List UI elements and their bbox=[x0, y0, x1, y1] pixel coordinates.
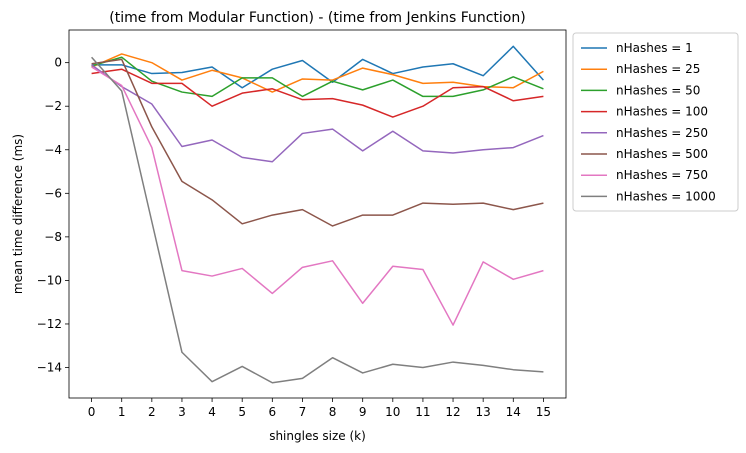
y-tick-label: −12 bbox=[37, 317, 62, 331]
x-tick-label: 11 bbox=[415, 405, 430, 419]
legend-box bbox=[572, 32, 739, 212]
x-tick-label: 1 bbox=[118, 405, 126, 419]
x-tick-label: 9 bbox=[359, 405, 367, 419]
legend: nHashes = 1 nHashes = 25 nHashes = 50 nHash… bbox=[572, 32, 739, 212]
chart-title: (time from Modular Function) - (time fro… bbox=[109, 10, 525, 26]
series-lines bbox=[91, 45, 544, 384]
y-tick-label: 0 bbox=[54, 56, 62, 70]
series-line-4 bbox=[91, 68, 544, 118]
legend-entry-label: nHashes = 500 bbox=[616, 147, 708, 161]
y-tick-label: −10 bbox=[37, 273, 62, 287]
legend-entry-label: nHashes = 50 bbox=[616, 83, 700, 97]
series-line-1 bbox=[91, 45, 544, 89]
x-tick-label: 13 bbox=[476, 405, 491, 419]
x-tick-label: 8 bbox=[329, 405, 337, 419]
x-tick-label: 7 bbox=[299, 405, 307, 419]
y-tick-label: −2 bbox=[44, 99, 62, 113]
legend-entry-label: nHashes = 25 bbox=[616, 62, 700, 76]
x-tick-label: 14 bbox=[506, 405, 521, 419]
y-tick-label: −14 bbox=[37, 361, 62, 375]
series-line-7 bbox=[91, 66, 544, 326]
y-tick-label: −4 bbox=[44, 143, 62, 157]
x-tick-label: 15 bbox=[536, 405, 551, 419]
x-tick-label: 3 bbox=[178, 405, 186, 419]
x-tick-label: 5 bbox=[238, 405, 246, 419]
x-tick-label: 4 bbox=[208, 405, 216, 419]
legend-entry-label: nHashes = 100 bbox=[616, 105, 708, 119]
x-axis-ticks: 0 1 2 3 4 5 6 7 8 9 10 11 12 13 14 15 bbox=[88, 398, 551, 419]
x-tick-label: 10 bbox=[385, 405, 400, 419]
y-tick-label: −8 bbox=[44, 230, 62, 244]
x-tick-label: 6 bbox=[268, 405, 276, 419]
y-axis-ticks: 0 −2 −4 −6 −8 −10 −12 −14 bbox=[37, 56, 69, 375]
series-line-3 bbox=[91, 56, 544, 98]
series-line-2 bbox=[91, 53, 544, 93]
y-tick-label: −6 bbox=[44, 186, 62, 200]
plot-frame bbox=[68, 29, 567, 399]
y-axis-label: mean time difference (ms) bbox=[11, 134, 25, 294]
series-line-8 bbox=[91, 56, 544, 384]
series-line-6 bbox=[91, 58, 544, 227]
x-tick-label: 2 bbox=[148, 405, 156, 419]
legend-entry-label: nHashes = 1000 bbox=[616, 189, 716, 203]
x-tick-label: 12 bbox=[445, 405, 460, 419]
x-axis-label: shingles size (k) bbox=[269, 429, 366, 443]
legend-entry-label: nHashes = 750 bbox=[616, 168, 708, 182]
legend-entry-label: nHashes = 250 bbox=[616, 126, 708, 140]
legend-entry-label: nHashes = 1 bbox=[616, 41, 693, 55]
series-line-5 bbox=[91, 64, 544, 163]
x-tick-label: 0 bbox=[88, 405, 96, 419]
